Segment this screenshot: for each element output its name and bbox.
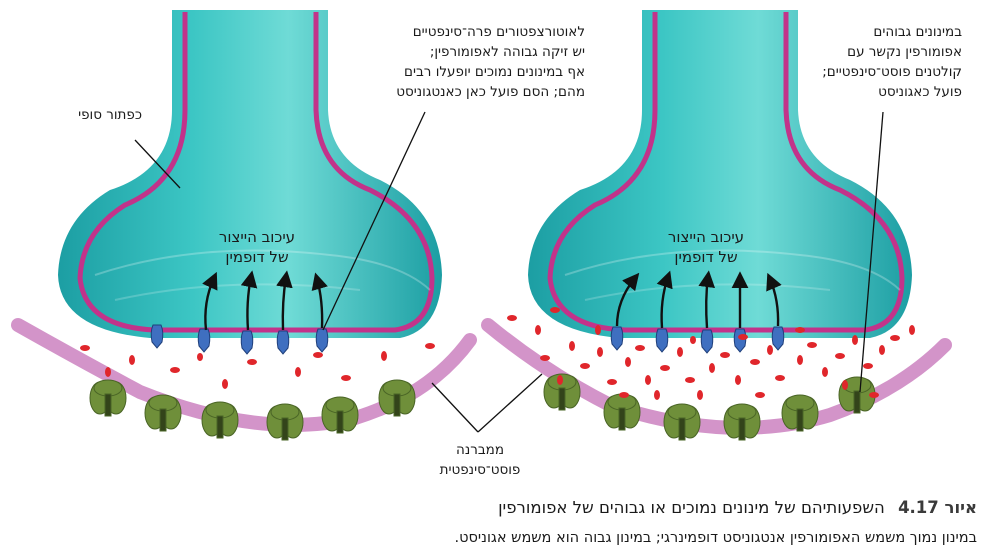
pointer-membrane-left (431, 382, 479, 433)
pointer-membrane-right (477, 373, 543, 433)
pointer-terminal (134, 139, 181, 189)
label-terminal-button: כפתור סופי (78, 107, 142, 123)
terminal-button-right (528, 10, 912, 338)
inhibition-arrows-left (202, 270, 328, 331)
postsynaptic-membrane-left (11, 318, 477, 432)
figure-title: השפעותיהם של מינונים נמוכים או גבוהים של… (498, 498, 885, 517)
label-dopamine-inhibition-left: עיכוב הייצור של דופמין (218, 228, 296, 266)
label-high-dose-agonist: במינונים גבוהים אפומורפין נקשר עם קולטני… (822, 24, 962, 100)
figure-caption-body: במינון נמוך משמש האפומורפין אנטגוניסט דו… (454, 530, 977, 546)
pointer-lines (134, 111, 884, 433)
autoreceptors-right (610, 326, 785, 354)
label-autoreceptors: לאוטורצפטורים פרה־סינפטיים יש זיקה גבוהה… (396, 24, 585, 100)
postsynaptic-membrane-right (481, 318, 952, 435)
label-dopamine-inhibition-right: עיכוב הייצור של דופמין (667, 228, 745, 266)
receptors-left (89, 379, 416, 441)
receptors-right (543, 373, 876, 441)
autoreceptors-left (150, 324, 329, 355)
pointer-autoreceptor (322, 111, 426, 331)
figure-number: איור 4.17 (898, 498, 977, 517)
pointer-postsynaptic-receptor (859, 111, 884, 393)
figure-caption-title: איור 4.17 השפעותיהם של מינונים נמוכים או… (498, 498, 977, 517)
apomorphine-molecules-left (80, 343, 435, 389)
apomorphine-molecules-right (507, 307, 915, 400)
label-postsynaptic-membrane: ממברנה פוסט־סינפטית (439, 442, 521, 478)
inhibition-arrows-right (615, 270, 782, 329)
